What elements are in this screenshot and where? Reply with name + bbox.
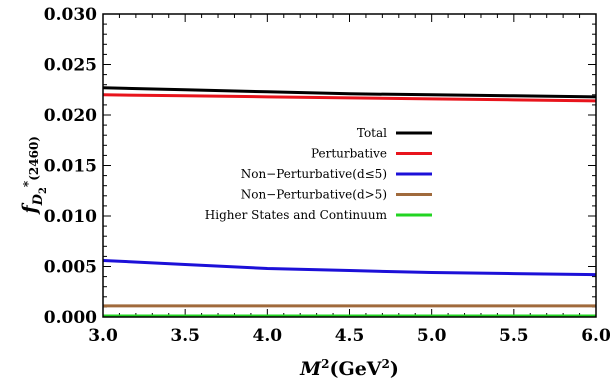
x-tick-label: 3.5 bbox=[170, 326, 200, 346]
series-line bbox=[102, 86, 597, 99]
y-tick-label: 0.000 bbox=[44, 308, 97, 328]
legend-label: Total bbox=[357, 126, 387, 140]
series-line bbox=[102, 93, 597, 103]
legend-label: Higher States and Continuum bbox=[205, 208, 388, 222]
x-tick-label: 4.0 bbox=[253, 326, 283, 346]
series-layer bbox=[102, 86, 597, 318]
x-tick-label: 6.0 bbox=[581, 326, 610, 346]
x-tick-label: 5.0 bbox=[417, 326, 447, 346]
y-tick-label: 0.005 bbox=[44, 258, 97, 278]
y-axis-label: fD2*(2460) bbox=[19, 136, 49, 215]
legend-label: Non−Perturbative(d>5) bbox=[241, 188, 387, 202]
series-line bbox=[102, 258, 597, 277]
x-tick-label: 3.0 bbox=[88, 326, 118, 346]
y-tick-label: 0.015 bbox=[44, 157, 97, 177]
legend-label: Perturbative bbox=[311, 147, 387, 161]
y-tick-label: 0.020 bbox=[44, 106, 97, 126]
plot-frame bbox=[102, 13, 597, 318]
x-tick-label: 4.5 bbox=[335, 326, 365, 346]
x-tick-label: 5.5 bbox=[499, 326, 529, 346]
legend-label: Non−Perturbative(d≤5) bbox=[241, 167, 387, 181]
y-tick-label: 0.025 bbox=[44, 56, 97, 76]
legend: Total Perturbative Non−Perturbative(d≤5) No… bbox=[205, 126, 432, 222]
y-tick-label: 0.010 bbox=[44, 207, 97, 227]
tick-labels: 3.0 3.5 4.0 4.5 5.0 5.5 6.0 0.000 0.005 0.010 0.01… bbox=[44, 5, 610, 346]
x-axis-label: M2(GeV2) bbox=[299, 357, 399, 380]
y-tick-label: 0.030 bbox=[44, 5, 97, 25]
